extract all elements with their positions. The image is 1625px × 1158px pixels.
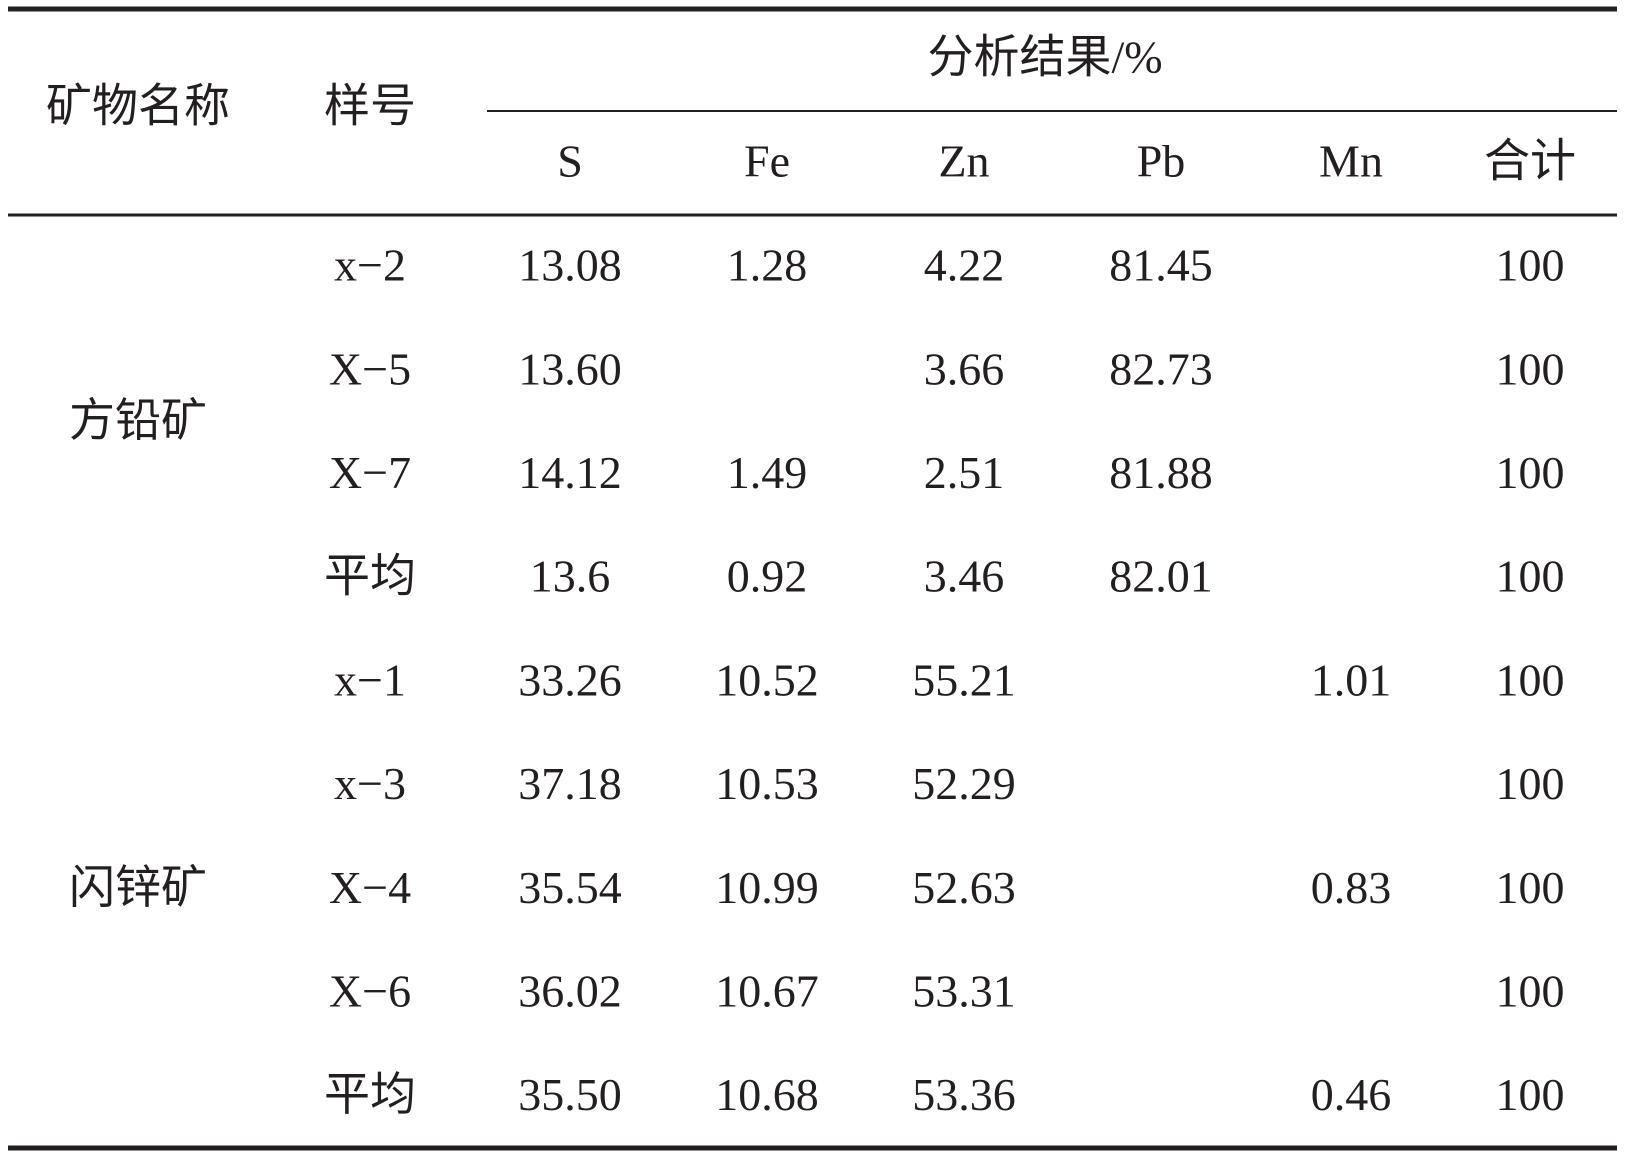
value-cell: 10.68 (715, 1069, 819, 1120)
mineral-cell: 方铅矿 (69, 395, 207, 446)
value-cell: 35.50 (518, 1069, 622, 1120)
value-cell: 1.01 (1311, 654, 1392, 705)
value-cell: 100 (1496, 1069, 1565, 1120)
header-column: S (557, 136, 583, 187)
header-column: Pb (1137, 136, 1186, 187)
value-cell: 10.53 (715, 758, 819, 809)
value-cell: 100 (1496, 862, 1565, 913)
value-cell: 0.92 (727, 551, 808, 602)
value-cell: 4.22 (924, 240, 1005, 291)
value-cell: 100 (1496, 343, 1565, 394)
value-cell: 81.45 (1109, 240, 1213, 291)
value-cell: 1.28 (727, 240, 808, 291)
value-cell: 3.46 (924, 551, 1005, 602)
value-cell: 10.99 (715, 862, 819, 913)
value-cell: 10.67 (715, 965, 819, 1016)
value-cell: 2.51 (924, 447, 1005, 498)
sample-cell: X−4 (329, 862, 411, 913)
header-column: Mn (1319, 136, 1383, 187)
value-cell: 100 (1496, 965, 1565, 1016)
value-cell: 13.60 (518, 343, 622, 394)
header-sample: 样号 (324, 81, 416, 132)
sample-cell: 平均 (324, 1069, 416, 1120)
mineral-cell: 闪锌矿 (69, 862, 207, 913)
header-column: Zn (938, 136, 989, 187)
value-cell: 36.02 (518, 965, 622, 1016)
value-cell: 53.36 (912, 1069, 1016, 1120)
value-cell: 55.21 (912, 654, 1016, 705)
sample-cell: X−7 (329, 447, 411, 498)
value-cell: 37.18 (518, 758, 622, 809)
value-cell: 82.73 (1109, 343, 1213, 394)
value-cell: 33.26 (518, 654, 622, 705)
sample-cell: X−5 (329, 343, 411, 394)
header-mineral: 矿物名称 (46, 81, 230, 132)
value-cell: 0.83 (1311, 862, 1392, 913)
sample-cell: X−6 (329, 965, 411, 1016)
value-cell: 100 (1496, 240, 1565, 291)
sample-cell: x−1 (334, 654, 406, 705)
value-cell: 3.66 (924, 343, 1005, 394)
value-cell: 0.46 (1311, 1069, 1392, 1120)
header-column: Fe (744, 136, 790, 187)
value-cell: 52.63 (912, 862, 1016, 913)
value-cell: 10.52 (715, 654, 819, 705)
value-cell: 82.01 (1109, 551, 1213, 602)
value-cell: 81.88 (1109, 447, 1213, 498)
header-group: 分析结果/% (927, 32, 1162, 83)
value-cell: 13.6 (530, 551, 611, 602)
value-cell: 14.12 (518, 447, 622, 498)
value-cell: 13.08 (518, 240, 622, 291)
value-cell: 35.54 (518, 862, 622, 913)
sample-cell: x−3 (334, 758, 406, 809)
value-cell: 53.31 (912, 965, 1016, 1016)
value-cell: 52.29 (912, 758, 1016, 809)
value-cell: 100 (1496, 447, 1565, 498)
value-cell: 1.49 (727, 447, 808, 498)
sample-cell: x−2 (334, 240, 406, 291)
value-cell: 100 (1496, 551, 1565, 602)
sample-cell: 平均 (324, 551, 416, 602)
value-cell: 100 (1496, 654, 1565, 705)
header-column: 合计 (1484, 136, 1576, 187)
value-cell: 100 (1496, 758, 1565, 809)
